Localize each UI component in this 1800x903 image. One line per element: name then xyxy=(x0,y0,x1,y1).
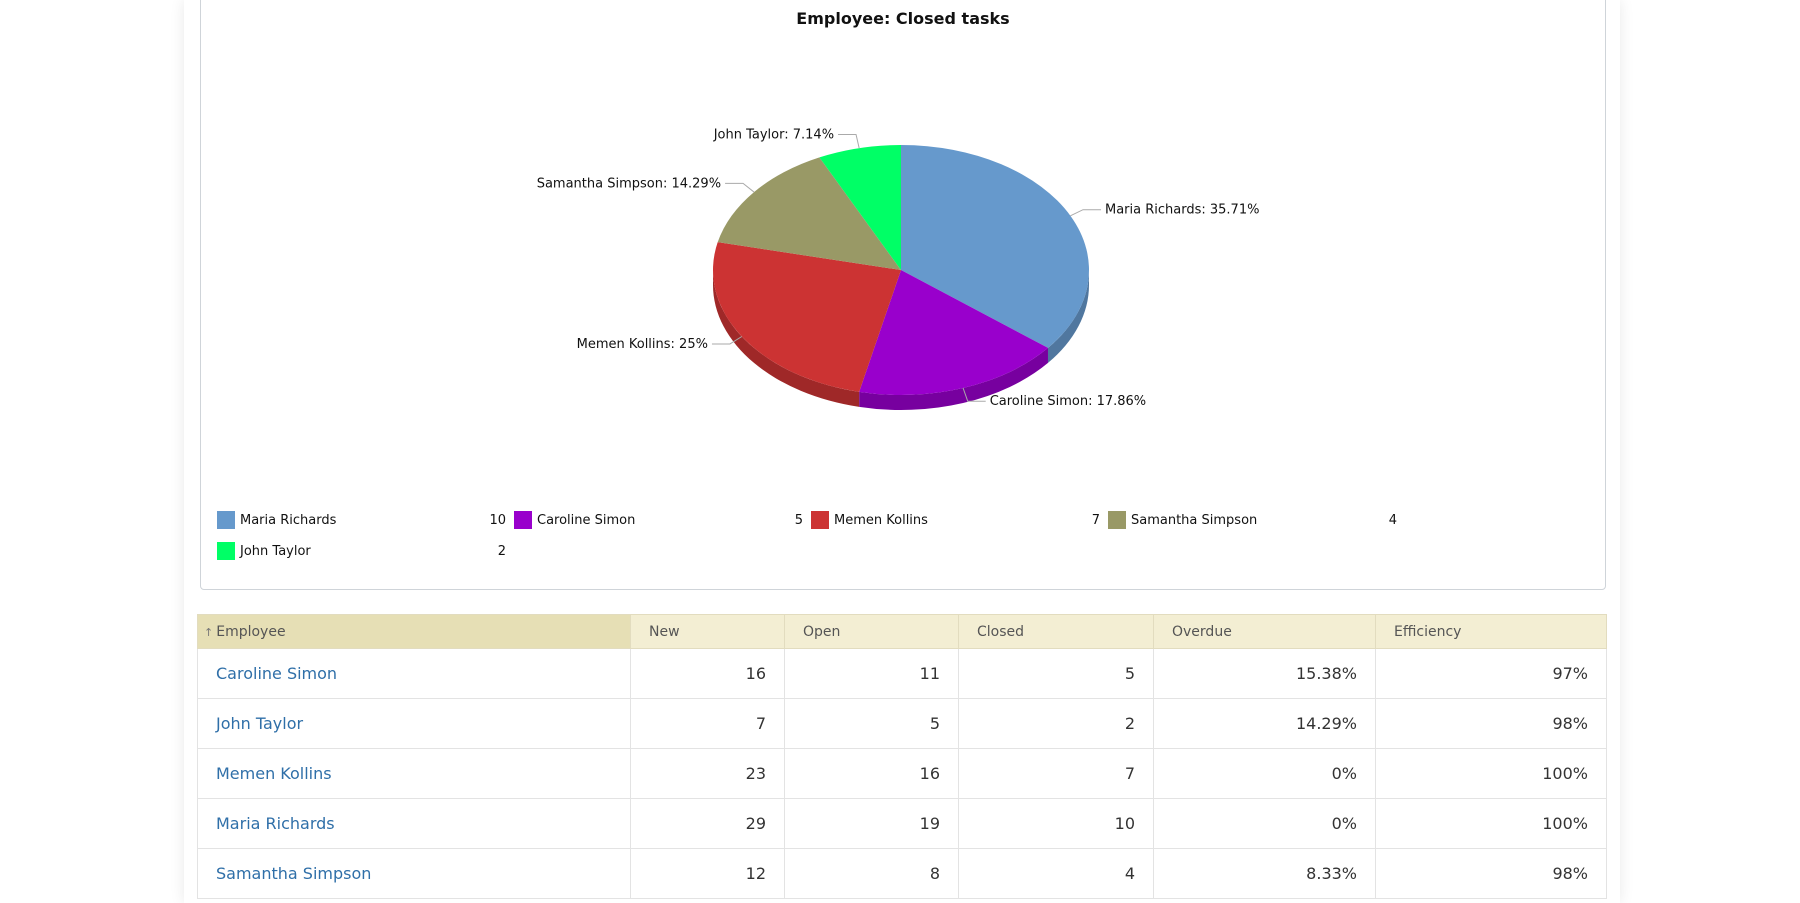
cell-employee: Maria Richards xyxy=(197,798,631,849)
slice-label: Memen Kollins: 25% xyxy=(577,337,708,352)
cell-employee: Memen Kollins xyxy=(197,748,631,799)
cell-new: 16 xyxy=(630,648,785,699)
legend-swatch xyxy=(514,511,532,529)
legend-name: John Taylor xyxy=(240,543,311,559)
pie-slice[interactable] xyxy=(713,242,901,392)
legend-value: 7 xyxy=(1091,512,1100,528)
legend-value: 4 xyxy=(1388,512,1397,528)
report-panel: Employee: Closed tasks Maria Richards: 3… xyxy=(184,0,1620,903)
cell-new: 7 xyxy=(630,698,785,749)
employee-link[interactable]: Memen Kollins xyxy=(216,764,332,783)
table-header-row: ↑ Employee New Open Closed Overdue Effici… xyxy=(197,614,1607,649)
legend-item[interactable]: John Taylor 2 xyxy=(217,541,506,561)
legend-value: 2 xyxy=(497,543,506,559)
employee-stats-table: ↑ Employee New Open Closed Overdue Effici… xyxy=(197,614,1607,899)
cell-employee: Samantha Simpson xyxy=(197,848,631,899)
cell-closed: 2 xyxy=(958,698,1154,749)
cell-overdue: 8.33% xyxy=(1153,848,1376,899)
pie-slice-side xyxy=(1047,270,1089,363)
cell-efficiency: 98% xyxy=(1375,848,1607,899)
column-header-overdue[interactable]: Overdue xyxy=(1153,614,1376,649)
table-row: Maria Richards 29 19 10 0% 100% xyxy=(197,798,1607,849)
slice-label: Maria Richards: 35.71% xyxy=(1105,203,1259,218)
employee-link[interactable]: John Taylor xyxy=(216,714,304,733)
legend-name: Maria Richards xyxy=(240,512,337,528)
slice-label: Caroline Simon: 17.86% xyxy=(990,394,1146,409)
table-row: John Taylor 7 5 2 14.29% 98% xyxy=(197,698,1607,749)
pie-slice-side xyxy=(859,347,1048,410)
column-header-efficiency[interactable]: Efficiency xyxy=(1375,614,1607,649)
slice-label: Samantha Simpson: 14.29% xyxy=(537,176,721,191)
legend-name: Memen Kollins xyxy=(834,512,928,528)
cell-closed: 10 xyxy=(958,798,1154,849)
slice-label-connector xyxy=(1070,209,1101,217)
cell-overdue: 15.38% xyxy=(1153,648,1376,699)
cell-overdue: 0% xyxy=(1153,798,1376,849)
slice-label-connector xyxy=(962,387,986,402)
legend-swatch xyxy=(811,511,829,529)
employee-link[interactable]: Caroline Simon xyxy=(216,664,338,683)
cell-new: 29 xyxy=(630,798,785,849)
legend-swatch xyxy=(1108,511,1126,529)
pie-slice-side xyxy=(713,270,860,407)
cell-employee: Caroline Simon xyxy=(197,648,631,699)
slice-label-connector xyxy=(725,182,755,193)
legend-item[interactable]: Caroline Simon 5 xyxy=(514,510,803,530)
legend-name: Caroline Simon xyxy=(537,512,636,528)
legend-value: 5 xyxy=(794,512,803,528)
table-row: Memen Kollins 23 16 7 0% 100% xyxy=(197,748,1607,799)
cell-efficiency: 97% xyxy=(1375,648,1607,699)
cell-new: 12 xyxy=(630,848,785,899)
table-row: Samantha Simpson 12 8 4 8.33% 98% xyxy=(197,848,1607,899)
column-header-closed[interactable]: Closed xyxy=(958,614,1154,649)
pie-slice[interactable] xyxy=(717,157,901,270)
slice-label-connector xyxy=(838,133,860,149)
chart-title: Employee: Closed tasks xyxy=(796,9,1010,28)
cell-efficiency: 100% xyxy=(1375,798,1607,849)
slice-label-connector xyxy=(711,336,743,345)
pie-chart: Maria Richards: 35.71% Caroline Simon: 17… xyxy=(537,127,1259,410)
legend-swatch xyxy=(217,542,235,560)
cell-efficiency: 100% xyxy=(1375,748,1607,799)
legend-name: Samantha Simpson xyxy=(1131,512,1258,528)
cell-closed: 4 xyxy=(958,848,1154,899)
column-header-employee[interactable]: ↑ Employee xyxy=(197,614,631,649)
legend-item[interactable]: Maria Richards 10 xyxy=(217,510,506,530)
pie-chart-card: Employee: Closed tasks Maria Richards: 3… xyxy=(200,0,1606,590)
employee-link[interactable]: Maria Richards xyxy=(216,814,335,833)
cell-overdue: 14.29% xyxy=(1153,698,1376,749)
cell-open: 5 xyxy=(784,698,959,749)
cell-new: 23 xyxy=(630,748,785,799)
legend-item[interactable]: Memen Kollins 7 xyxy=(811,510,1100,530)
legend-value: 10 xyxy=(489,512,506,528)
cell-open: 11 xyxy=(784,648,959,699)
table-row: Caroline Simon 16 11 5 15.38% 97% xyxy=(197,648,1607,699)
column-header-new[interactable]: New xyxy=(630,614,785,649)
legend-swatch xyxy=(217,511,235,529)
pie-slice[interactable] xyxy=(859,270,1048,395)
cell-overdue: 0% xyxy=(1153,748,1376,799)
cell-open: 8 xyxy=(784,848,959,899)
slice-label: John Taylor: 7.14% xyxy=(713,127,834,142)
cell-closed: 5 xyxy=(958,648,1154,699)
sort-up-arrow-icon: ↑ xyxy=(204,625,214,639)
cell-closed: 7 xyxy=(958,748,1154,799)
cell-open: 16 xyxy=(784,748,959,799)
cell-open: 19 xyxy=(784,798,959,849)
column-header-open[interactable]: Open xyxy=(784,614,959,649)
cell-employee: John Taylor xyxy=(197,698,631,749)
employee-link[interactable]: Samantha Simpson xyxy=(216,864,372,883)
cell-efficiency: 98% xyxy=(1375,698,1607,749)
pie-slice[interactable] xyxy=(901,145,1089,348)
pie-slice[interactable] xyxy=(819,145,901,270)
legend-item[interactable]: Samantha Simpson 4 xyxy=(1108,510,1397,530)
